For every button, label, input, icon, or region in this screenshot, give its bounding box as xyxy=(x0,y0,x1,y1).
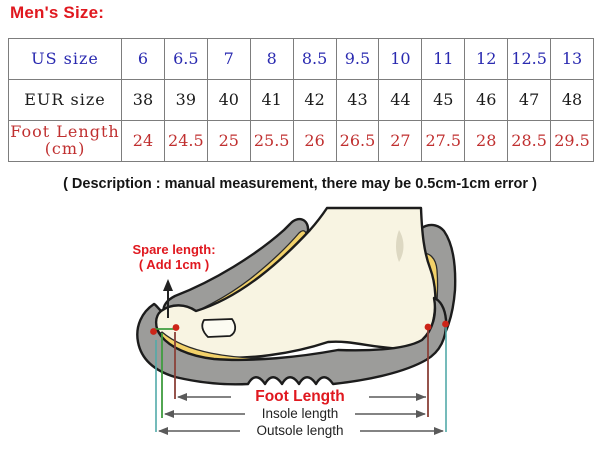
row-sublabel: (cm) xyxy=(44,139,86,158)
size-value-cell: 9.5 xyxy=(335,38,380,80)
size-table: US size 6 6.5 7 8 8.5 9.5 10 11 12 12.5 13 EUR size 3… xyxy=(8,38,594,162)
size-value-cell: 26.5 xyxy=(335,120,380,162)
spare-length-label-line2: ( Add 1cm ) xyxy=(138,256,210,272)
size-value-cell: 27.5 xyxy=(421,120,466,162)
foot-length-label: Foot Length xyxy=(255,388,345,405)
row-label: EUR size xyxy=(24,89,106,109)
measurement-note: ( Description : manual measurement, ther… xyxy=(63,176,537,192)
size-value-cell: 28.5 xyxy=(507,120,552,162)
size-value-cell: 8.5 xyxy=(292,38,337,80)
shoe-foot-illustration xyxy=(136,206,457,435)
outsole-arrow-right xyxy=(434,427,444,435)
size-value-cell: 28 xyxy=(464,120,509,162)
row-label-cell: US size xyxy=(8,38,122,80)
size-value-cell: 11 xyxy=(421,38,466,80)
size-value-cell: 38 xyxy=(121,79,165,121)
size-value-cell: 6 xyxy=(121,38,165,80)
spare-length-arrowhead xyxy=(163,279,173,291)
measurement-annotations xyxy=(150,279,449,435)
toe-outer-dot xyxy=(150,328,157,335)
size-value-cell: 29.5 xyxy=(550,120,594,162)
size-value-cell: 45 xyxy=(421,79,466,121)
outsole-shape xyxy=(136,296,448,386)
outsole-arrow-left xyxy=(158,427,168,435)
row-label: Foot Length xyxy=(10,122,120,142)
size-value-cell: 42 xyxy=(292,79,337,121)
toe-notch-shape xyxy=(201,318,237,338)
insole-length-label: Insole length xyxy=(261,406,339,421)
table-row: EUR size 38 39 40 41 42 43 44 45 46 47 48 xyxy=(8,79,594,121)
size-value-cell: 47 xyxy=(507,79,552,121)
table-row: Foot Length (cm) 24 24.5 25 25.5 26 26.5 27 27.5 2… xyxy=(8,120,594,162)
foot-measurement-diagram: Spare length: ( Add 1cm ) Foot Length In… xyxy=(0,200,600,459)
spare-length-label-line1: Spare length: xyxy=(132,242,216,257)
size-value-cell: 10 xyxy=(378,38,423,80)
size-value-cell: 27 xyxy=(378,120,423,162)
size-value-cell: 7 xyxy=(206,38,251,80)
table-row: US size 6 6.5 7 8 8.5 9.5 10 11 12 12.5 13 xyxy=(8,38,594,80)
size-value-cell: 12 xyxy=(464,38,509,80)
size-value-cell: 44 xyxy=(378,79,423,121)
outsole-length-label: Outsole length xyxy=(256,423,344,438)
size-value-cell: 24 xyxy=(121,120,165,162)
toe-inner-dot xyxy=(172,324,180,331)
heel-outer-dot xyxy=(442,320,449,328)
size-value-cell: 39 xyxy=(163,79,208,121)
page-title: Men's Size: xyxy=(10,3,105,22)
size-value-cell: 25.5 xyxy=(249,120,294,162)
size-value-cell: 24.5 xyxy=(163,120,208,162)
size-value-cell: 12.5 xyxy=(507,38,552,80)
row-label-cell: Foot Length (cm) xyxy=(8,120,122,162)
insole-arrow-right xyxy=(416,410,426,418)
size-value-cell: 41 xyxy=(249,79,294,121)
size-value-cell: 43 xyxy=(335,79,380,121)
size-value-cell: 6.5 xyxy=(163,38,208,80)
size-value-cell: 8 xyxy=(249,38,294,80)
spare-length-label: Spare length: ( Add 1cm ) xyxy=(108,242,240,273)
row-label: US size xyxy=(31,48,99,68)
foot-length-arrow-left xyxy=(177,393,187,401)
size-value-cell: 25 xyxy=(206,120,251,162)
size-value-cell: 26 xyxy=(292,120,337,162)
insole-arrow-left xyxy=(164,410,174,418)
size-value-cell: 13 xyxy=(550,38,594,80)
heel-inner-dot xyxy=(424,323,432,331)
size-value-cell: 40 xyxy=(206,79,251,121)
ankle-shading xyxy=(396,230,404,262)
size-value-cell: 48 xyxy=(550,79,594,121)
foot-length-arrow-right xyxy=(416,393,426,401)
size-value-cell: 46 xyxy=(464,79,509,121)
row-label-cell: EUR size xyxy=(8,79,122,121)
